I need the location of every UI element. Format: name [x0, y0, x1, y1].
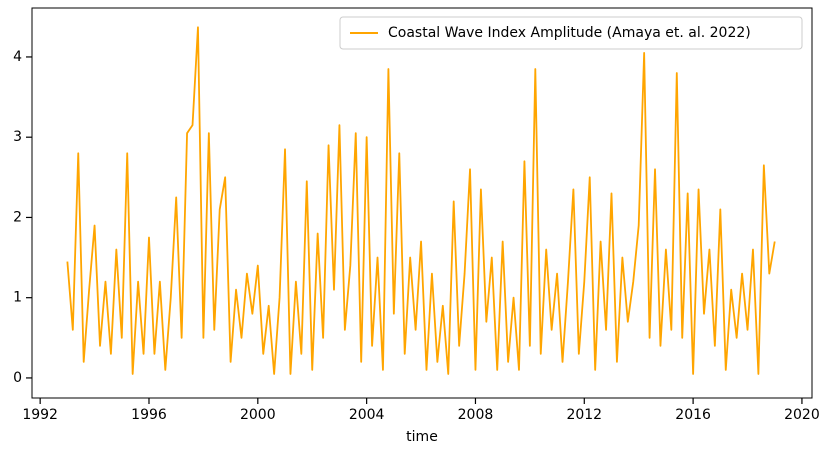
- x-tick-label: 2016: [675, 407, 711, 423]
- x-tick-label: 2012: [566, 407, 602, 423]
- legend-label: Coastal Wave Index Amplitude (Amaya et. …: [388, 25, 751, 41]
- y-tick-label: 3: [13, 129, 22, 145]
- x-tick-label: 2000: [240, 407, 276, 423]
- y-tick-label: 1: [13, 290, 22, 306]
- y-tick-label: 0: [13, 370, 22, 386]
- x-tick-label: 1992: [22, 407, 58, 423]
- x-tick-label: 2020: [784, 407, 820, 423]
- y-tick-label: 2: [13, 209, 22, 225]
- legend-box: [339, 16, 803, 50]
- x-tick-label: 2004: [349, 407, 385, 423]
- data-line: [66, 26, 776, 375]
- y-tick-label: 4: [13, 49, 22, 65]
- plot-frame: [31, 7, 813, 399]
- x-axis-label: time: [406, 429, 438, 445]
- x-tick-label: 2008: [458, 407, 494, 423]
- x-tick-label: 1996: [131, 407, 167, 423]
